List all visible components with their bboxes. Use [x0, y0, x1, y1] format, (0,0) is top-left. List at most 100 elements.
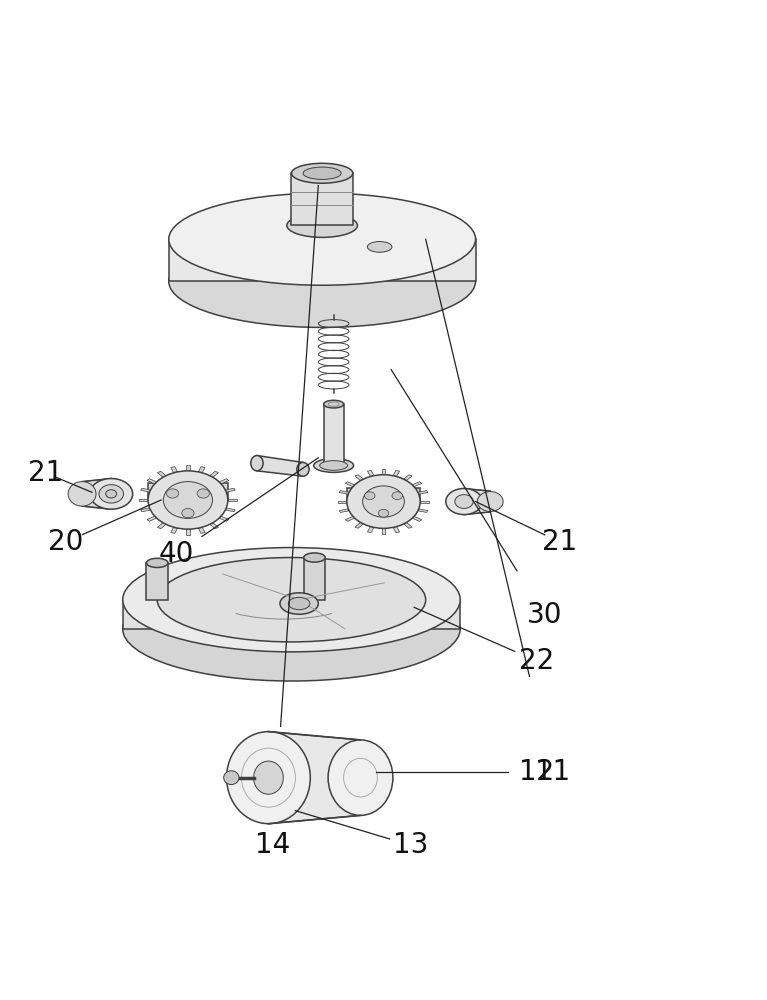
- Ellipse shape: [166, 489, 179, 498]
- Polygon shape: [225, 488, 235, 492]
- Polygon shape: [186, 465, 190, 471]
- Ellipse shape: [123, 548, 460, 652]
- Ellipse shape: [297, 462, 309, 476]
- Polygon shape: [355, 523, 364, 528]
- Ellipse shape: [254, 761, 283, 794]
- Polygon shape: [219, 516, 229, 521]
- Polygon shape: [345, 482, 355, 487]
- Polygon shape: [257, 456, 303, 476]
- Text: 12: 12: [519, 758, 555, 786]
- Text: 13: 13: [393, 831, 428, 859]
- Ellipse shape: [224, 771, 239, 785]
- Polygon shape: [393, 470, 400, 476]
- Polygon shape: [337, 501, 347, 503]
- Ellipse shape: [106, 490, 117, 498]
- Polygon shape: [304, 558, 325, 600]
- Polygon shape: [157, 471, 166, 477]
- Ellipse shape: [364, 492, 375, 500]
- Polygon shape: [171, 467, 178, 473]
- Polygon shape: [147, 516, 157, 521]
- Polygon shape: [324, 404, 344, 465]
- Polygon shape: [123, 600, 460, 629]
- Ellipse shape: [68, 482, 96, 506]
- Ellipse shape: [287, 213, 357, 237]
- Polygon shape: [268, 732, 360, 824]
- Polygon shape: [225, 508, 235, 512]
- Polygon shape: [355, 475, 364, 480]
- Ellipse shape: [477, 492, 503, 512]
- Text: 20: 20: [48, 528, 83, 556]
- Polygon shape: [393, 527, 400, 533]
- Ellipse shape: [99, 485, 123, 503]
- Ellipse shape: [455, 495, 473, 508]
- Polygon shape: [367, 527, 374, 533]
- Ellipse shape: [163, 482, 212, 518]
- Text: 21: 21: [542, 528, 578, 556]
- Polygon shape: [82, 479, 111, 509]
- Polygon shape: [291, 173, 353, 225]
- Ellipse shape: [378, 509, 389, 517]
- Ellipse shape: [324, 400, 344, 408]
- Ellipse shape: [392, 492, 403, 500]
- Polygon shape: [148, 483, 228, 500]
- Polygon shape: [367, 470, 374, 476]
- Ellipse shape: [169, 235, 476, 327]
- Ellipse shape: [197, 489, 209, 498]
- Polygon shape: [139, 499, 148, 501]
- Polygon shape: [219, 479, 229, 484]
- Polygon shape: [412, 482, 422, 487]
- Polygon shape: [171, 527, 178, 533]
- Ellipse shape: [157, 558, 426, 642]
- Ellipse shape: [288, 597, 310, 610]
- Polygon shape: [403, 475, 412, 480]
- Ellipse shape: [363, 486, 404, 517]
- Ellipse shape: [146, 558, 168, 567]
- Polygon shape: [339, 509, 349, 512]
- Polygon shape: [339, 491, 349, 494]
- Polygon shape: [209, 471, 219, 477]
- Polygon shape: [347, 488, 420, 502]
- Ellipse shape: [182, 508, 194, 518]
- Ellipse shape: [291, 163, 353, 183]
- Ellipse shape: [314, 459, 354, 472]
- Polygon shape: [412, 516, 422, 521]
- Ellipse shape: [251, 456, 263, 471]
- Polygon shape: [140, 508, 150, 512]
- Polygon shape: [228, 499, 237, 501]
- Ellipse shape: [446, 488, 482, 515]
- Polygon shape: [381, 528, 386, 534]
- Polygon shape: [186, 529, 190, 535]
- Ellipse shape: [367, 242, 392, 252]
- Ellipse shape: [303, 167, 341, 179]
- Ellipse shape: [347, 475, 420, 528]
- Polygon shape: [209, 523, 219, 529]
- Ellipse shape: [169, 193, 476, 285]
- Polygon shape: [418, 509, 428, 512]
- Polygon shape: [140, 488, 150, 492]
- Text: 30: 30: [527, 601, 562, 629]
- Text: 14: 14: [255, 831, 290, 859]
- Text: 11: 11: [535, 758, 570, 786]
- Polygon shape: [147, 479, 157, 484]
- Polygon shape: [146, 563, 168, 600]
- Ellipse shape: [123, 577, 460, 681]
- Ellipse shape: [90, 479, 133, 509]
- Polygon shape: [198, 527, 205, 533]
- Polygon shape: [464, 488, 490, 515]
- Polygon shape: [403, 523, 412, 528]
- Ellipse shape: [148, 471, 228, 529]
- Text: 40: 40: [159, 540, 194, 568]
- Polygon shape: [418, 491, 428, 494]
- Text: 22: 22: [519, 647, 555, 675]
- Ellipse shape: [304, 553, 325, 562]
- Polygon shape: [157, 523, 166, 529]
- Text: 21: 21: [28, 459, 64, 487]
- Polygon shape: [345, 516, 355, 521]
- Polygon shape: [169, 239, 476, 281]
- Ellipse shape: [328, 740, 393, 815]
- Ellipse shape: [226, 732, 311, 824]
- Polygon shape: [198, 467, 205, 473]
- Ellipse shape: [280, 593, 318, 614]
- Ellipse shape: [320, 461, 347, 470]
- Polygon shape: [420, 501, 430, 503]
